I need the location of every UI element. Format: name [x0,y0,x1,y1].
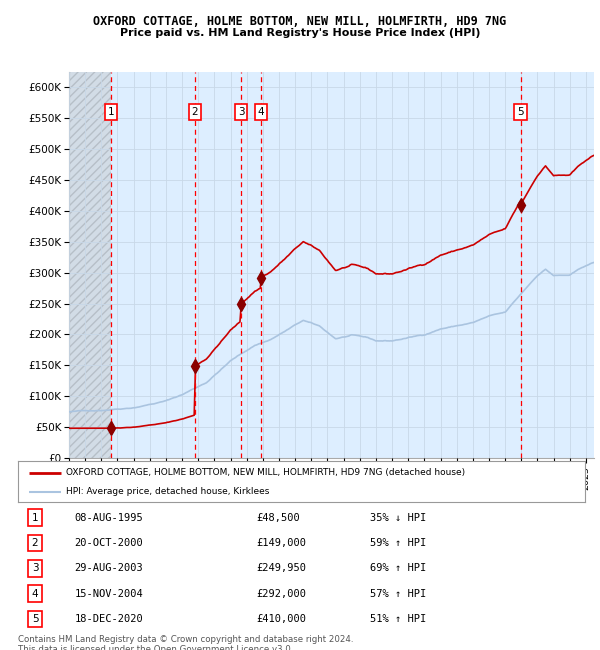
Text: 5: 5 [517,107,524,117]
Text: 35% ↓ HPI: 35% ↓ HPI [370,513,426,523]
Text: 57% ↑ HPI: 57% ↑ HPI [370,589,426,599]
Text: 18-DEC-2020: 18-DEC-2020 [75,614,143,624]
Text: 2: 2 [32,538,38,548]
Text: 3: 3 [238,107,245,117]
Text: Price paid vs. HM Land Registry's House Price Index (HPI): Price paid vs. HM Land Registry's House … [120,28,480,38]
Text: 20-OCT-2000: 20-OCT-2000 [75,538,143,548]
Text: 29-AUG-2003: 29-AUG-2003 [75,564,143,573]
Text: 1: 1 [107,107,115,117]
Text: 4: 4 [32,589,38,599]
Text: 1: 1 [32,513,38,523]
Text: 51% ↑ HPI: 51% ↑ HPI [370,614,426,624]
Text: 15-NOV-2004: 15-NOV-2004 [75,589,143,599]
Text: 3: 3 [32,564,38,573]
Bar [69,72,111,458]
Text: 59% ↑ HPI: 59% ↑ HPI [370,538,426,548]
Text: £410,000: £410,000 [256,614,306,624]
Text: HPI: Average price, detached house, Kirklees: HPI: Average price, detached house, Kirk… [66,488,269,496]
Text: £292,000: £292,000 [256,589,306,599]
Text: £249,950: £249,950 [256,564,306,573]
Text: OXFORD COTTAGE, HOLME BOTTOM, NEW MILL, HOLMFIRTH, HD9 7NG: OXFORD COTTAGE, HOLME BOTTOM, NEW MILL, … [94,15,506,28]
Text: £48,500: £48,500 [256,513,300,523]
Text: £149,000: £149,000 [256,538,306,548]
Text: Contains HM Land Registry data © Crown copyright and database right 2024.
This d: Contains HM Land Registry data © Crown c… [18,635,353,650]
Text: 5: 5 [32,614,38,624]
Text: 69% ↑ HPI: 69% ↑ HPI [370,564,426,573]
Text: 08-AUG-1995: 08-AUG-1995 [75,513,143,523]
Text: 2: 2 [191,107,199,117]
Text: OXFORD COTTAGE, HOLME BOTTOM, NEW MILL, HOLMFIRTH, HD9 7NG (detached house): OXFORD COTTAGE, HOLME BOTTOM, NEW MILL, … [66,468,466,477]
Text: 4: 4 [257,107,264,117]
